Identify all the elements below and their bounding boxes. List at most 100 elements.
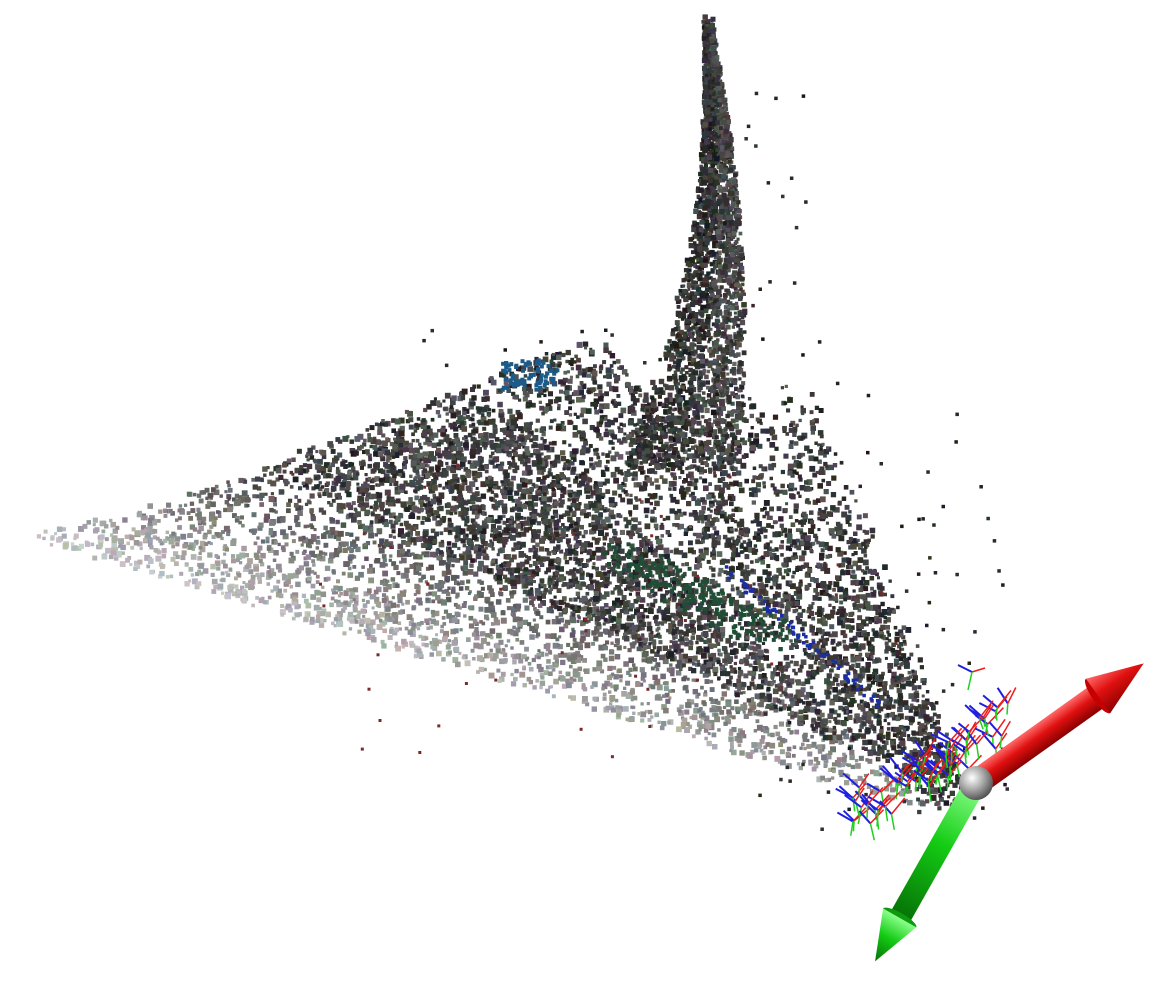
point (168, 539, 174, 545)
point (251, 603, 255, 608)
point (613, 417, 618, 423)
point (616, 645, 622, 651)
point (49, 543, 54, 547)
point (447, 529, 452, 534)
point (517, 445, 522, 449)
point (513, 443, 518, 448)
point (626, 519, 632, 526)
point (609, 626, 615, 632)
point (407, 530, 413, 536)
point (109, 533, 114, 537)
point (532, 435, 539, 441)
point (502, 652, 508, 657)
point (678, 550, 684, 555)
point (730, 587, 735, 592)
point (236, 554, 242, 560)
point (453, 484, 459, 490)
point (361, 461, 366, 467)
point (86, 520, 91, 525)
point (656, 646, 662, 652)
point (394, 627, 399, 633)
point (346, 502, 352, 508)
point (432, 493, 437, 498)
point (584, 448, 590, 454)
point (131, 527, 136, 532)
point (630, 614, 636, 619)
point (247, 558, 253, 564)
point (487, 476, 494, 483)
point (336, 611, 343, 617)
point (573, 360, 577, 364)
point (717, 676, 721, 680)
point (650, 602, 656, 608)
point (653, 657, 657, 662)
point (318, 606, 322, 611)
point (489, 628, 496, 634)
point (364, 556, 369, 561)
point (697, 709, 702, 713)
point (534, 588, 541, 594)
point (709, 679, 714, 684)
point (220, 536, 224, 541)
point (596, 555, 602, 561)
point (265, 536, 270, 541)
point (289, 470, 293, 475)
point (608, 450, 612, 454)
point (513, 446, 518, 451)
point (701, 505, 706, 511)
point (799, 746, 803, 750)
point (446, 465, 451, 470)
point (509, 571, 514, 576)
point (521, 488, 527, 495)
point (843, 754, 848, 759)
point (751, 675, 756, 680)
point (348, 554, 354, 560)
point (623, 432, 627, 436)
point-cloud[interactable] (36, 14, 1009, 831)
point (510, 681, 517, 687)
point (713, 713, 719, 718)
point (600, 469, 605, 474)
point (593, 606, 599, 612)
point (473, 596, 478, 601)
point (360, 608, 366, 614)
point (601, 687, 605, 691)
point (621, 595, 627, 600)
point (684, 623, 689, 629)
point (640, 626, 645, 631)
point (739, 684, 745, 691)
point (560, 531, 566, 537)
point (591, 375, 597, 381)
point (421, 500, 425, 504)
point (260, 572, 265, 577)
point (515, 512, 521, 519)
point (533, 623, 539, 629)
point (659, 654, 665, 661)
point (803, 716, 807, 720)
point (683, 653, 688, 659)
point (719, 626, 726, 633)
point (514, 465, 520, 471)
point (820, 775, 825, 781)
point (719, 710, 725, 715)
point (600, 519, 606, 525)
point (419, 508, 424, 513)
point (873, 770, 880, 777)
point (402, 464, 407, 470)
point (362, 603, 368, 608)
point (469, 398, 475, 404)
point (630, 643, 636, 649)
point (480, 504, 486, 511)
point (481, 520, 488, 526)
point (689, 476, 695, 481)
point (510, 631, 515, 636)
point (468, 590, 472, 594)
point (414, 562, 419, 567)
point (782, 616, 789, 622)
point (299, 465, 304, 470)
point (497, 515, 503, 521)
point (430, 618, 436, 625)
point (573, 597, 578, 602)
